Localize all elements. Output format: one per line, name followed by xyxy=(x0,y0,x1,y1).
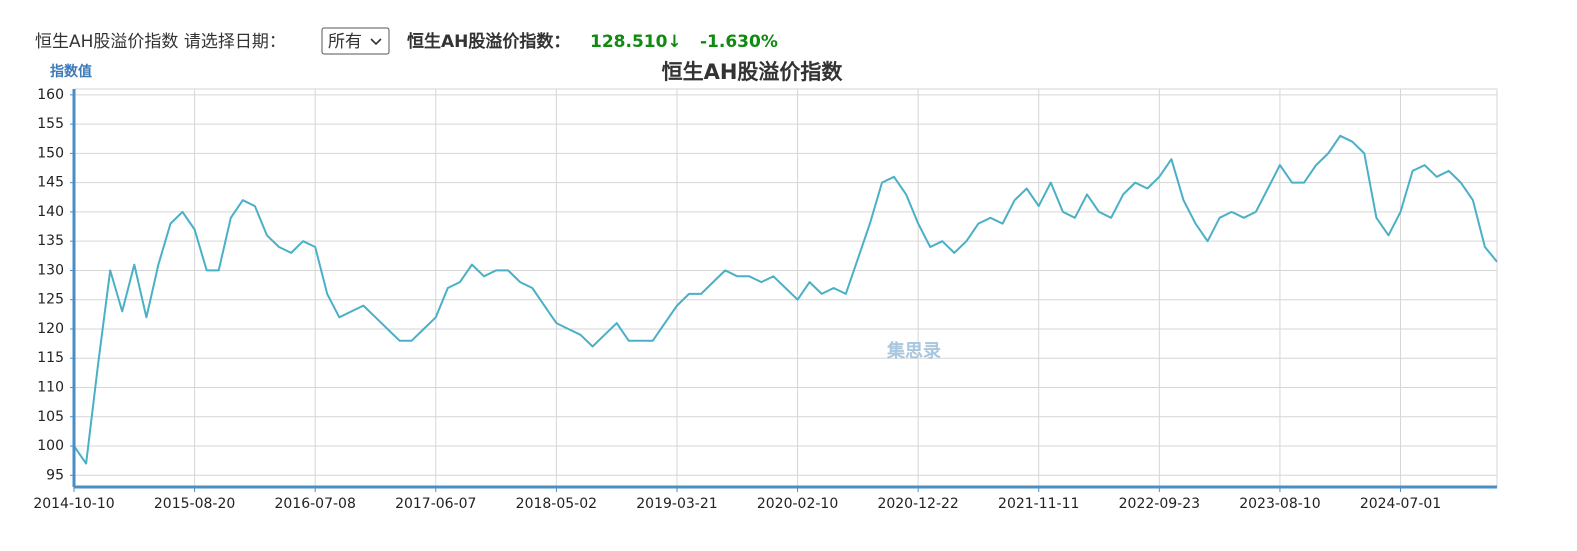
select-box[interactable] xyxy=(321,27,390,55)
y-tick-label: 115 xyxy=(37,350,64,366)
watermark: 集思录 xyxy=(886,340,941,362)
y-tick-label: 140 xyxy=(37,204,64,220)
index-change: -1.630% xyxy=(700,32,778,52)
y-tick-label: 95 xyxy=(46,467,64,483)
y-tick-label: 105 xyxy=(37,409,64,425)
index-value: 128.510↓ xyxy=(590,32,682,52)
x-tick-label: 2022-09-23 xyxy=(1119,496,1200,512)
y-tick-label: 125 xyxy=(37,292,64,308)
y-tick-label: 135 xyxy=(37,233,64,249)
y-tick-label: 130 xyxy=(37,262,64,278)
y-axis-label: 指数值 xyxy=(50,63,92,80)
y-tick-label: 145 xyxy=(37,175,64,191)
chart-title: 恒生AH股溢价指数 xyxy=(662,60,844,84)
x-tick-label: 2021-11-11 xyxy=(998,496,1079,512)
x-tick-label: 2020-12-22 xyxy=(877,496,958,512)
x-tick-label: 2024-07-01 xyxy=(1360,496,1441,512)
index-name: 恒生AH股溢价指数： xyxy=(407,31,570,52)
y-tick-label: 150 xyxy=(37,145,64,161)
x-tick-label: 2016-07-08 xyxy=(274,496,355,512)
x-tick-label: 2020-02-10 xyxy=(757,496,838,512)
x-tick-label: 2023-08-10 xyxy=(1239,496,1320,512)
y-tick-label: 120 xyxy=(37,321,64,337)
y-tick-label: 155 xyxy=(37,116,64,132)
y-tick-label: 160 xyxy=(37,87,64,103)
y-tick-label: 100 xyxy=(37,438,64,454)
date-select[interactable]: 所有 xyxy=(321,27,390,55)
y-tick-label: 110 xyxy=(37,380,64,396)
x-tick-label: 2015-08-20 xyxy=(154,496,235,512)
x-tick-label: 2019-03-21 xyxy=(636,496,717,512)
header-label: 恒生AH股溢价指数 请选择日期： xyxy=(35,32,286,52)
select-value[interactable]: 所有 xyxy=(328,32,362,52)
select-arrow[interactable] xyxy=(370,38,382,46)
x-tick-label: 2018-05-02 xyxy=(516,496,597,512)
x-tick-label: 2017-06-07 xyxy=(395,496,476,512)
index-line xyxy=(73,134,1498,465)
x-tick-label: 2014-10-10 xyxy=(33,496,114,512)
